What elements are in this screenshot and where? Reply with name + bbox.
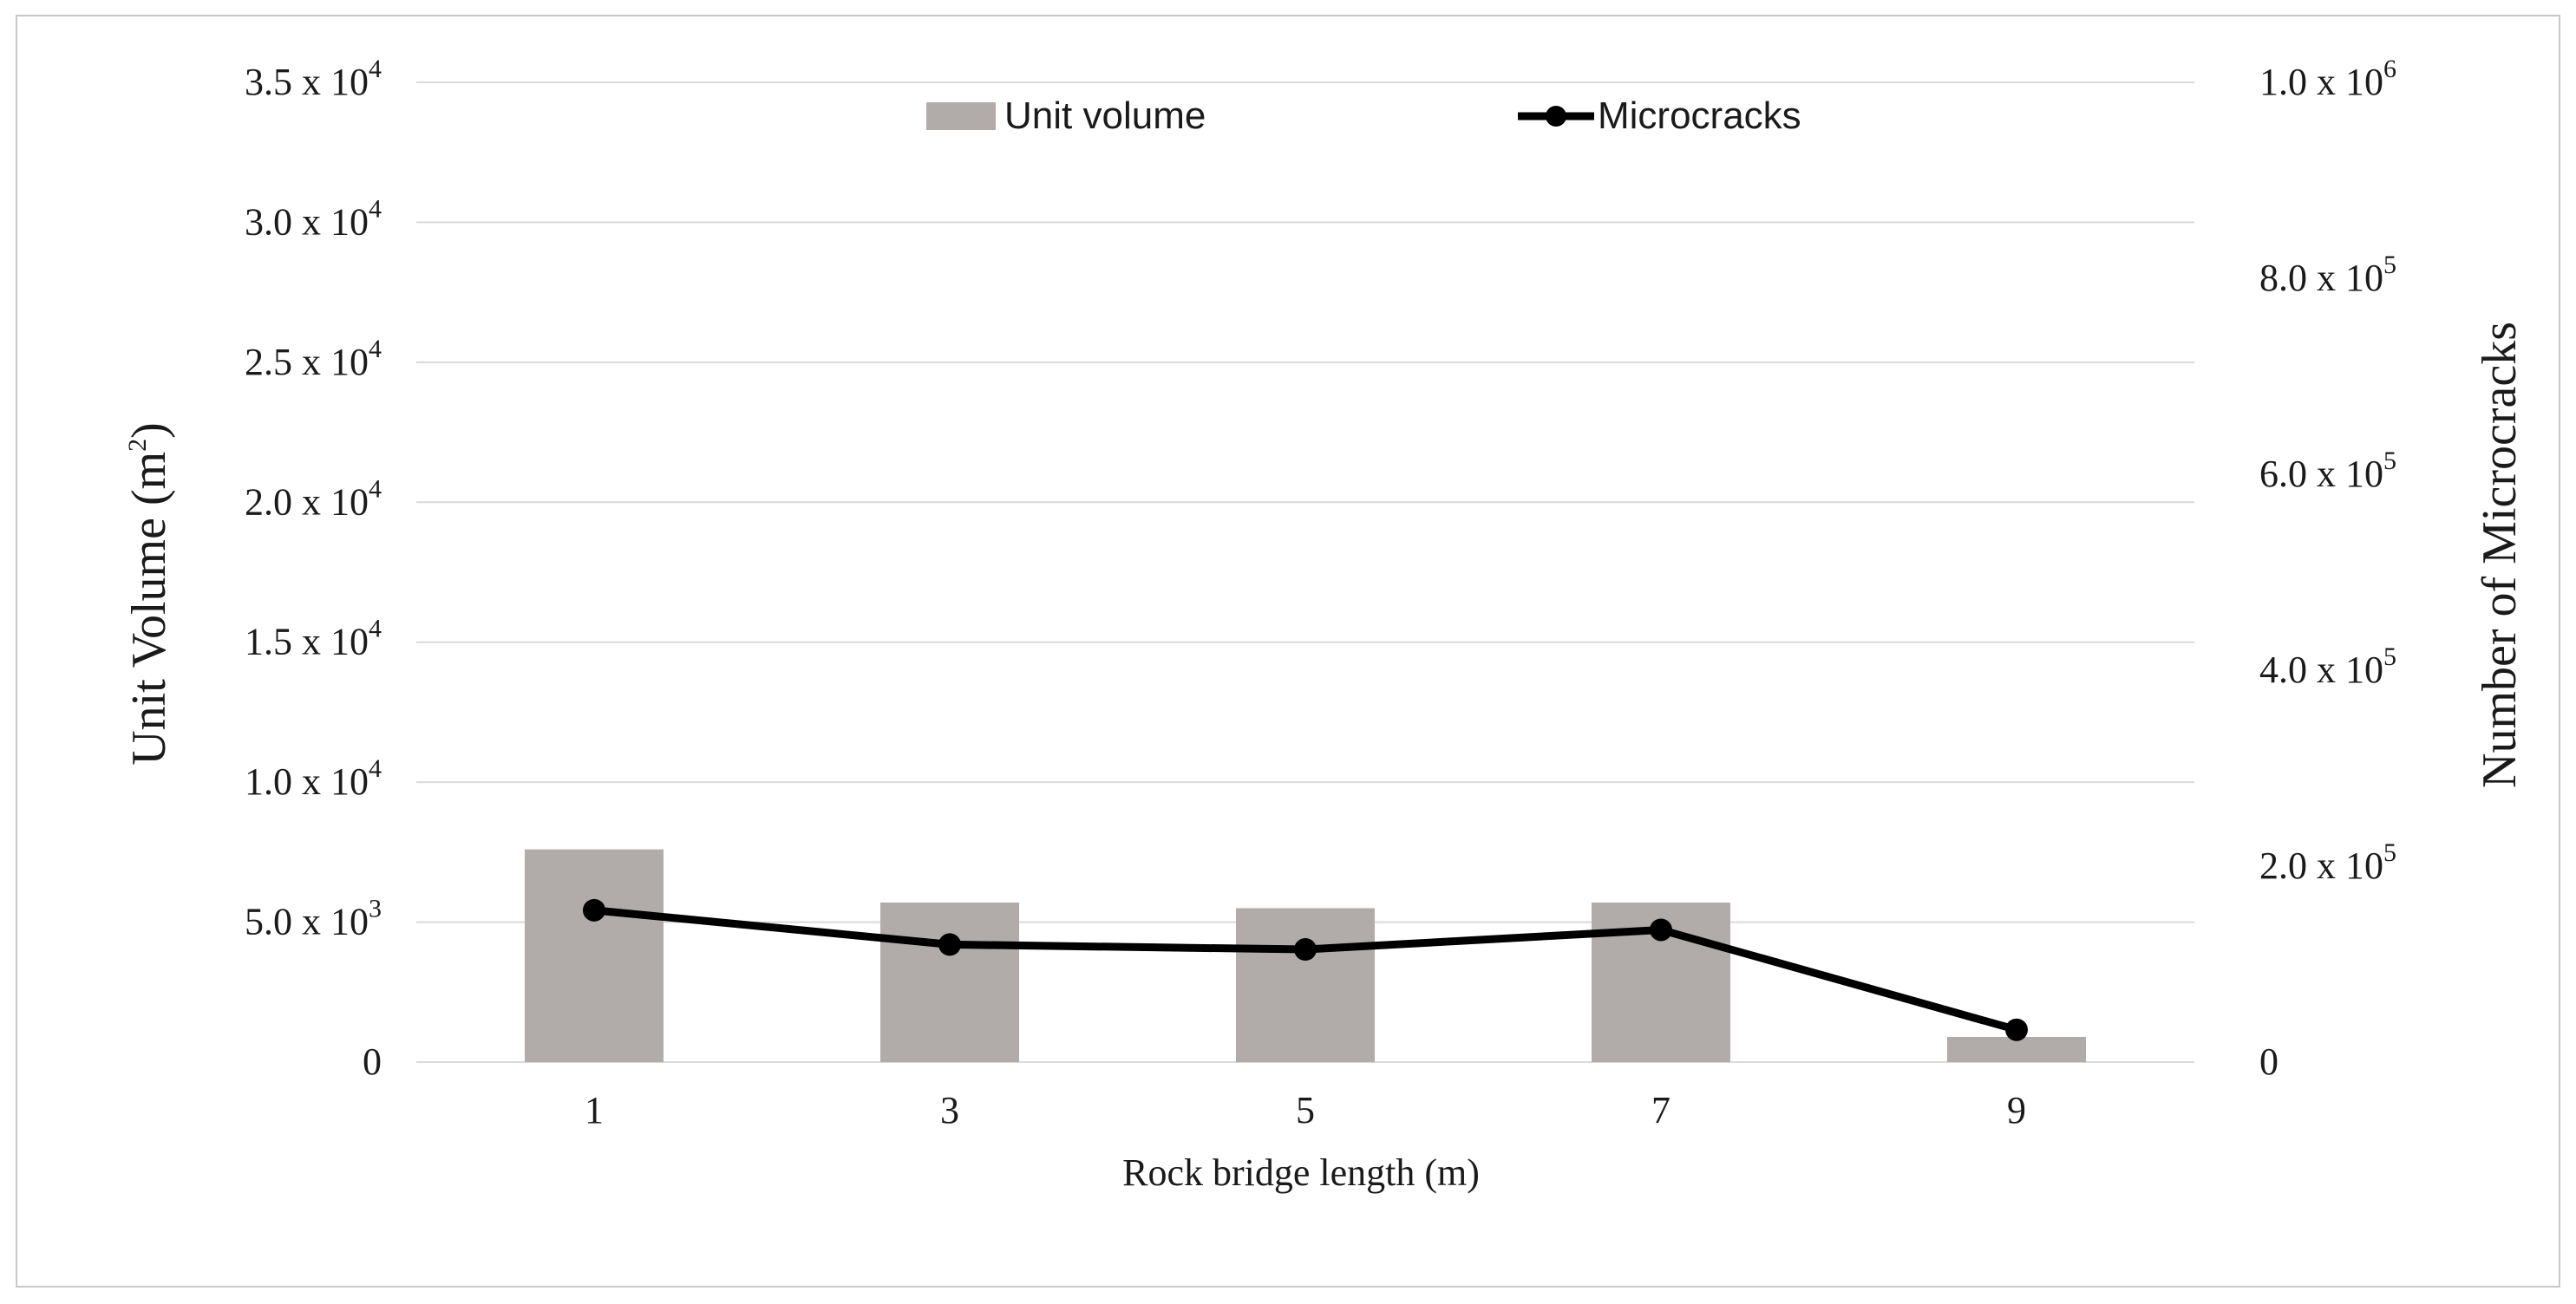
x-tick-label: 5: [1296, 1089, 1315, 1131]
bar: [880, 902, 1019, 1062]
y-tick-label: 3.0 x 104: [245, 194, 382, 243]
bar: [1947, 1036, 2086, 1062]
microcracks-point: [583, 898, 605, 922]
y-tick-label: 2.0 x 104: [245, 474, 382, 523]
legend-swatch-unit-volume: [926, 102, 996, 130]
y2-tick-label: 0: [2259, 1040, 2279, 1083]
bar: [525, 849, 664, 1062]
microcracks-point: [1650, 918, 1672, 942]
y-tick-label: 0: [363, 1040, 382, 1083]
microcracks-point: [1294, 938, 1317, 962]
y-tick-label: 1.5 x 104: [245, 615, 382, 663]
y-tick-label: 2.5 x 104: [245, 335, 382, 383]
x-axis-title: Rock bridge length (m): [1122, 1151, 1480, 1194]
x-tick-label: 7: [1651, 1089, 1670, 1131]
y2-tick-label: 1.0 x 106: [2259, 55, 2396, 103]
y2-axis-title: Number of Microcracks: [2473, 322, 2527, 788]
right-axis-ticks: 0 2.0 x 105 4.0 x 105 6.0 x 105 8.0 x 105 1.0…: [2259, 55, 2396, 1083]
y-tick-label: 5.0 x 103: [245, 895, 382, 943]
y-tick-label: 1.0 x 104: [245, 754, 382, 803]
y-axis-title: Unit Volume (m2): [122, 422, 176, 766]
bar-series: [525, 849, 2086, 1062]
line-series: [583, 898, 2028, 1041]
x-axis-ticks: 1 3 5 7 9: [585, 1089, 2026, 1131]
y-tick-label: 3.5 x 104: [245, 55, 382, 103]
y2-tick-label: 6.0 x 105: [2259, 447, 2396, 495]
microcracks-point: [2005, 1018, 2028, 1041]
legend-label-unit-volume: Unit volume: [1004, 95, 1206, 137]
legend: Unit volume Microcracks: [926, 95, 1801, 137]
x-tick-label: 1: [585, 1089, 604, 1131]
legend-label-microcracks: Microcracks: [1598, 95, 1801, 137]
x-tick-label: 3: [940, 1089, 959, 1131]
left-axis-ticks: 0 5.0 x 103 1.0 x 104 1.5 x 104 2.0 x 104 2.5…: [245, 55, 382, 1083]
microcracks-point: [938, 933, 961, 956]
x-tick-label: 9: [2007, 1089, 2026, 1131]
legend-marker-microcracks: [1546, 106, 1566, 127]
y2-tick-label: 4.0 x 105: [2259, 642, 2396, 691]
bar: [1236, 908, 1375, 1062]
chart-frame: [16, 15, 2560, 1288]
y2-tick-label: 8.0 x 105: [2259, 251, 2396, 299]
y2-tick-label: 2.0 x 105: [2259, 838, 2396, 887]
